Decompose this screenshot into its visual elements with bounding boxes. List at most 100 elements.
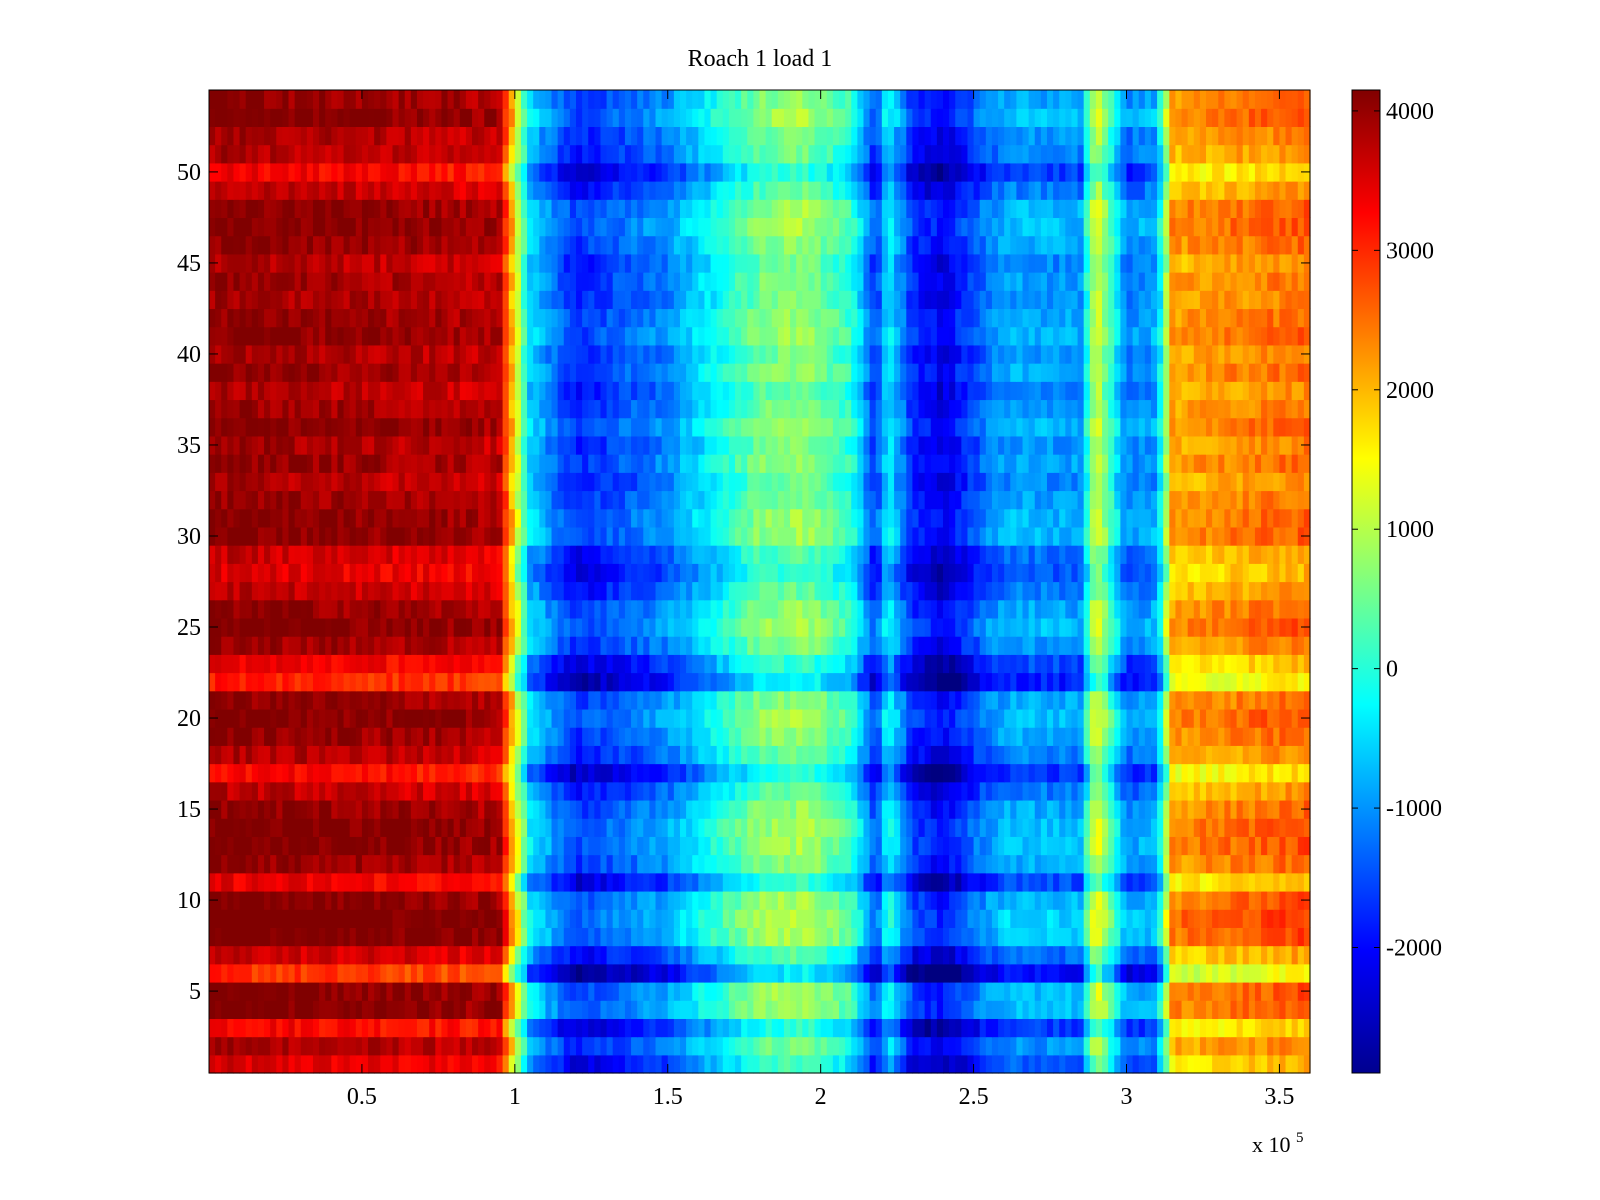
heatmap-cell — [331, 672, 339, 692]
heatmap-cell — [582, 781, 589, 801]
heatmap-cell — [796, 1054, 803, 1074]
heatmap-cell — [441, 854, 449, 874]
heatmap-cell — [924, 654, 932, 674]
heatmap-cell — [741, 945, 748, 965]
heatmap-cell — [514, 799, 522, 819]
heatmap-cell — [1077, 945, 1085, 965]
heatmap-cell — [300, 1000, 308, 1019]
heatmap-cell — [325, 909, 332, 928]
heatmap-cell — [704, 617, 712, 637]
heatmap-cell — [808, 854, 816, 874]
heatmap-cell — [374, 927, 381, 947]
heatmap-cell — [1163, 909, 1170, 928]
heatmap-cell — [936, 927, 944, 947]
heatmap-cell — [386, 727, 394, 746]
heatmap-cell — [796, 1018, 803, 1038]
heatmap-cell — [1218, 1054, 1225, 1074]
heatmap-cell — [851, 617, 858, 637]
heatmap-cell — [1163, 690, 1170, 710]
heatmap-cell — [423, 636, 430, 655]
heatmap-cell — [1053, 636, 1060, 655]
heatmap-cell — [423, 836, 430, 856]
heatmap-cell — [423, 1036, 430, 1056]
heatmap-cell — [753, 563, 761, 583]
heatmap-cell — [845, 799, 852, 819]
heatmap-cell — [1102, 654, 1109, 674]
heatmap-cell — [649, 1036, 657, 1056]
heatmap-cell — [985, 763, 993, 783]
heatmap-cell — [392, 927, 400, 947]
heatmap-cell — [582, 1000, 589, 1019]
heatmap-cell — [1016, 1054, 1024, 1074]
heatmap-cell — [1254, 854, 1262, 874]
heatmap-cell — [502, 818, 510, 837]
heatmap-cell — [392, 636, 400, 655]
heatmap-cell — [215, 836, 222, 856]
heatmap-cell — [447, 1054, 455, 1074]
heatmap-cell — [686, 654, 693, 674]
heatmap-cell — [649, 781, 657, 801]
heatmap-cell — [496, 672, 504, 692]
heatmap-cell — [251, 836, 259, 856]
heatmap-cell — [1297, 581, 1305, 601]
heatmap-cell — [282, 690, 290, 710]
heatmap-cell — [857, 981, 865, 1001]
heatmap-cell — [716, 708, 724, 728]
heatmap-cell — [710, 945, 718, 965]
heatmap-cell — [637, 563, 644, 583]
heatmap-cell — [961, 872, 969, 892]
heatmap-cell — [361, 799, 369, 819]
heatmap-cell — [716, 872, 724, 892]
heatmap-cell — [416, 708, 424, 728]
heatmap-cell — [1132, 617, 1140, 637]
heatmap-cell — [918, 727, 926, 746]
heatmap-cell — [312, 690, 320, 710]
heatmap-cell — [869, 581, 877, 601]
heatmap-cell — [410, 690, 418, 710]
heatmap-cell — [551, 581, 559, 601]
heatmap-cell — [1297, 854, 1305, 874]
heatmap-cell — [1132, 836, 1140, 856]
heatmap-cell — [832, 745, 840, 765]
heatmap-cell — [1089, 890, 1097, 910]
heatmap-cell — [1150, 836, 1158, 856]
heatmap-cell — [814, 617, 822, 637]
heatmap-cell — [545, 945, 553, 965]
heatmap-cell — [490, 799, 498, 819]
heatmap-cell — [472, 708, 479, 728]
heatmap-cell — [472, 654, 479, 674]
heatmap-cell — [753, 927, 761, 947]
heatmap-cell — [484, 708, 491, 728]
heatmap-cell — [380, 1054, 387, 1074]
heatmap-cell — [765, 1054, 773, 1074]
heatmap-cell — [490, 727, 498, 746]
heatmap-cell — [991, 1054, 999, 1074]
heatmap-cell — [600, 617, 608, 637]
heatmap-cell — [392, 599, 400, 619]
heatmap-cell — [1236, 799, 1244, 819]
heatmap-cell — [961, 836, 969, 856]
heatmap-cell — [637, 672, 644, 692]
heatmap-cell — [606, 617, 614, 637]
heatmap-cell — [655, 1054, 663, 1074]
heatmap-cell — [245, 781, 253, 801]
heatmap-cell — [557, 636, 565, 655]
heatmap-cell — [1199, 727, 1207, 746]
heatmap-cell — [416, 799, 424, 819]
heatmap-cell — [1285, 890, 1293, 910]
heatmap-cell — [900, 672, 907, 692]
heatmap-cell — [924, 563, 932, 583]
heatmap-cell — [814, 599, 822, 619]
heatmap-cell — [251, 872, 259, 892]
heatmap-cell — [1212, 963, 1219, 983]
heatmap-cell — [343, 927, 351, 947]
heatmap-cell — [618, 818, 626, 837]
heatmap-cell — [257, 563, 265, 583]
heatmap-cell — [441, 708, 449, 728]
heatmap-cell — [1095, 727, 1103, 746]
heatmap-cell — [875, 636, 883, 655]
heatmap-cell — [557, 727, 565, 746]
heatmap-cell — [392, 836, 400, 856]
heatmap-cell — [1040, 781, 1048, 801]
heatmap-cell — [955, 1036, 962, 1056]
